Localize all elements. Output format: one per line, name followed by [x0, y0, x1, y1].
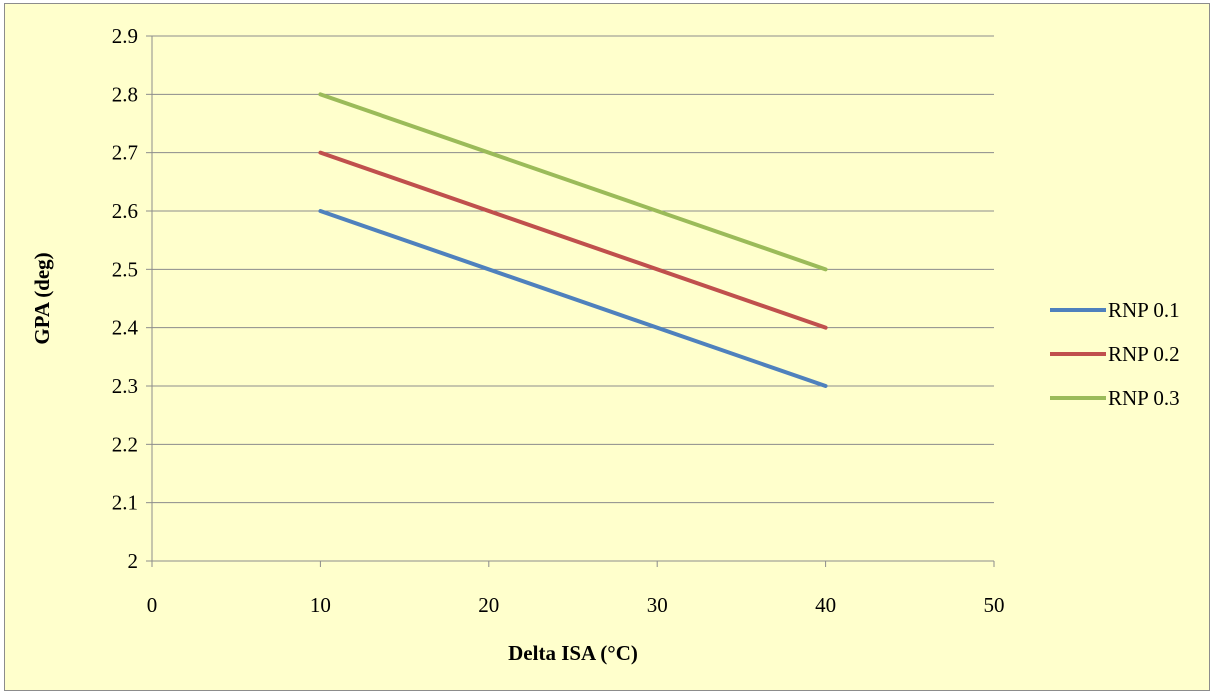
y-tick-label: 2.1 [112, 491, 138, 515]
x-tick-label: 30 [647, 593, 668, 617]
series-lines [318, 92, 828, 388]
series-line [318, 92, 828, 272]
y-tick-label: 2.6 [112, 199, 138, 223]
line-chart: 22.12.22.32.42.52.62.72.82.90 10 20 30 40 50 … [30, 24, 1180, 665]
y-tick-label: 2.7 [112, 141, 138, 165]
legend-label: RNP 0.2 [1108, 342, 1180, 366]
legend: RNP 0.1 RNP 0.2 RNP 0.3 [1050, 298, 1180, 410]
tick-labels: 2 2.1 2.2 2.3 2.4 2.5 2.6 2.7 2.8 2.9 0 10 20 30 40 50 [112, 24, 1005, 617]
x-tick-label: 0 [147, 593, 158, 617]
series-line [318, 150, 828, 330]
x-tick-label: 20 [478, 593, 499, 617]
y-tick-label: 2.8 [112, 82, 138, 106]
y-axis-title: GPA (deg) [30, 252, 54, 344]
legend-label: RNP 0.3 [1108, 386, 1180, 410]
chart-area: 2 2.1 2.2 2.3 2.4 2.5 2.6 2.7 2.8 2.9 0 10 20 30 40 50 … [4, 3, 1210, 691]
y-tick-label: 2.5 [112, 257, 138, 281]
axes [146, 35, 995, 567]
y-tick-label: 2.9 [112, 24, 138, 48]
y-tick-label: 2.3 [112, 374, 138, 398]
y-tick-label: 2.4 [112, 316, 139, 340]
y-tick-label: 2 [128, 549, 139, 573]
series-line [318, 209, 828, 388]
x-tick-label: 10 [310, 593, 331, 617]
x-tick-label: 40 [815, 593, 836, 617]
x-tick-label: 50 [984, 593, 1005, 617]
legend-label: RNP 0.1 [1108, 298, 1180, 322]
x-axis-title: Delta ISA (°C) [508, 641, 638, 665]
gridlines [152, 35, 994, 504]
y-tick-label: 2.2 [112, 432, 138, 456]
